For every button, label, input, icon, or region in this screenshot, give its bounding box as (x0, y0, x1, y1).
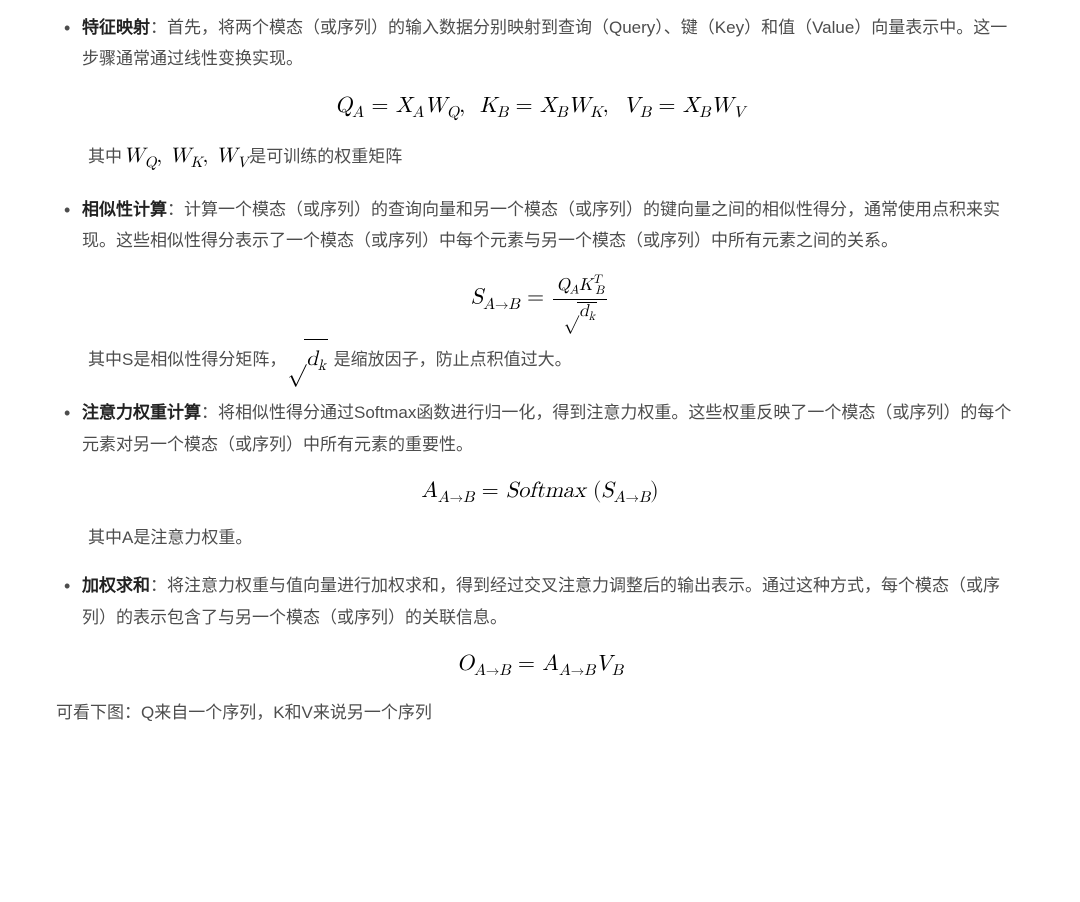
term-description: ：将相似性得分通过Softmax函数进行归一化，得到注意力权重。这些权重反映了一… (82, 403, 1011, 453)
explain-attention: 其中A是注意力权重。 (56, 522, 1024, 554)
item-attention-weight: 注意力权重计算：将相似性得分通过Softmax函数进行归一化，得到注意力权重。这… (56, 397, 1024, 460)
explain-post: 是可训练的权重矩阵 (249, 147, 402, 166)
explain-post: 是缩放因子，防止点积值过大。 (329, 350, 572, 369)
term-label: 加权求和 (82, 576, 150, 595)
footer-note: 可看下图：Q来自一个序列，K和V来说另一个序列 (56, 697, 1024, 728)
term-label: 相似性计算 (82, 200, 167, 219)
term-label: 特征映射 (82, 18, 150, 37)
equation-softmax: AA→B = Softmax (SA→B) (56, 478, 1024, 508)
item-feature-mapping: 特征映射：首先，将两个模态（或序列）的输入数据分别映射到查询（Query）、键（… (56, 12, 1024, 75)
equation-similarity: SA→B = QAKTB√dk (56, 274, 1024, 324)
term-label: 注意力权重计算 (82, 403, 201, 422)
term-description: ：将注意力权重与值向量进行加权求和，得到经过交叉注意力调整后的输出表示。通过这种… (82, 576, 1000, 626)
inline-weights: WQ, WK, WV (122, 146, 249, 167)
explain-weights: 其中WQ, WK, WV是可训练的权重矩阵 (56, 137, 1024, 178)
item-similarity: 相似性计算：计算一个模态（或序列）的查询向量和另一个模态（或序列）的键向量之间的… (56, 194, 1024, 257)
term-description: ：计算一个模态（或序列）的查询向量和另一个模态（或序列）的键向量之间的相似性得分… (82, 200, 1000, 250)
term-description: ：首先，将两个模态（或序列）的输入数据分别映射到查询（Query）、键（Key）… (82, 18, 1007, 68)
inline-sqrt-dk: √dk (286, 349, 329, 370)
definition-list: 特征映射：首先，将两个模态（或序列）的输入数据分别映射到查询（Query）、键（… (56, 12, 1024, 681)
equation-output: OA→B = AA→BVB (56, 651, 1024, 681)
item-weighted-sum: 加权求和：将注意力权重与值向量进行加权求和，得到经过交叉注意力调整后的输出表示。… (56, 570, 1024, 633)
explain-pre: 其中S是相似性得分矩阵， (88, 350, 286, 369)
explain-similarity: 其中S是相似性得分矩阵，√dk 是缩放因子，防止点积值过大。 (56, 338, 1024, 381)
explain-pre: 其中 (88, 147, 122, 166)
equation-qkv: QA = XAWQ, KB = XBWK, VB = XBWV (56, 93, 1024, 123)
